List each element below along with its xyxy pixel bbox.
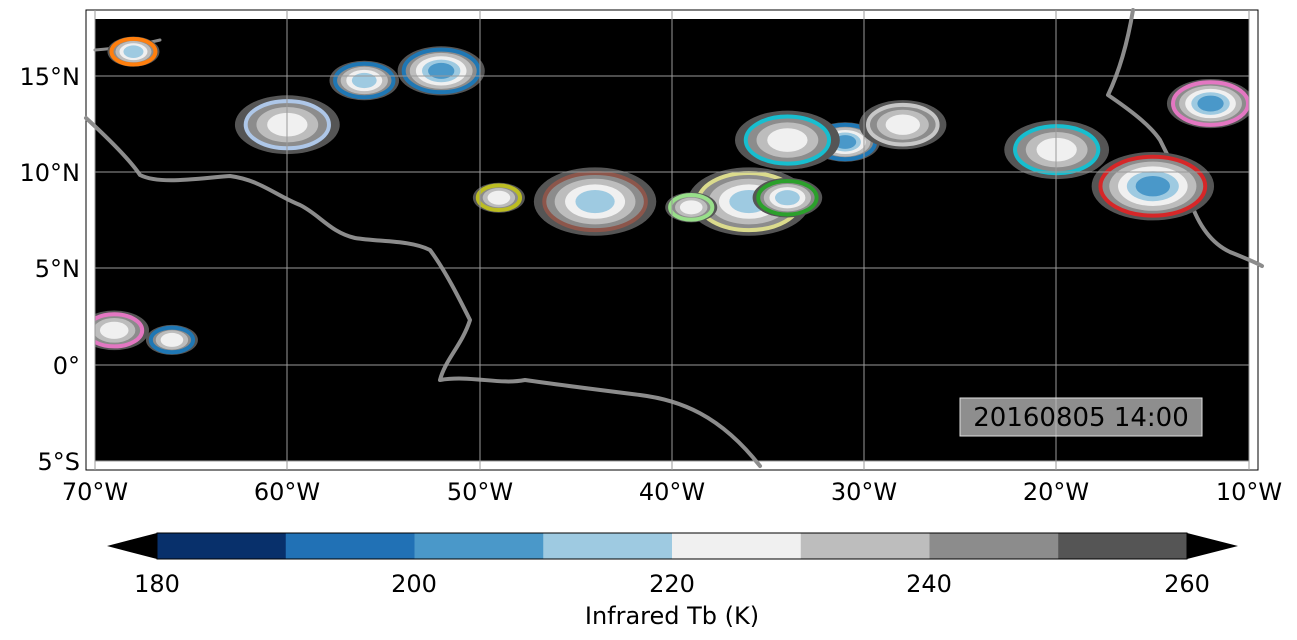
- cloud-layer: [95, 36, 1249, 355]
- cloud-contour: [1036, 137, 1077, 162]
- cloud-contour: [160, 332, 184, 347]
- cloud-contour: [351, 72, 377, 89]
- lon-tick-10w: 10°W: [1216, 478, 1282, 506]
- south-america-coastline: [84, 116, 762, 468]
- colorbar-segment: [414, 533, 544, 559]
- cloud-contour: [575, 190, 615, 214]
- cloud-contour: [1135, 175, 1171, 197]
- colorbar-segment: [672, 533, 802, 559]
- lat-tick-15n: 15°N: [20, 63, 81, 91]
- colorbar-tick-240: 240: [906, 570, 952, 598]
- lat-tick-5n: 5°N: [35, 255, 80, 283]
- lon-tick-20w: 20°W: [1023, 478, 1089, 506]
- colorbar-segment: [800, 533, 930, 559]
- cloud-system: [665, 192, 718, 223]
- colorbar-segment: [1058, 533, 1188, 559]
- colorbar-tick-220: 220: [649, 570, 695, 598]
- lon-tick-70w: 70°W: [62, 478, 128, 506]
- lat-tick-0: 0°: [53, 352, 80, 380]
- cloud-contour: [767, 128, 808, 152]
- cloud-system: [472, 182, 525, 213]
- colorbar: 180 200 220 240 260 Infrared Tb (K): [107, 532, 1238, 630]
- cloud-system: [1004, 120, 1110, 180]
- colorbar-extend-high: [1187, 533, 1238, 559]
- colorbar-label: Infrared Tb (K): [585, 602, 759, 630]
- lon-tick-50w: 50°W: [447, 478, 513, 506]
- cloud-system: [735, 110, 840, 170]
- colorbar-extend-low: [107, 533, 157, 559]
- cloud-system: [329, 60, 400, 101]
- lon-tick-40w: 40°W: [639, 478, 705, 506]
- gridlines: [94, 10, 1250, 470]
- timestamp-annotation: 20160805 14:00: [959, 397, 1203, 437]
- lat-tick-10n: 10°N: [20, 159, 81, 187]
- cloud-contour: [99, 321, 129, 339]
- lat-tick-5s: 5°S: [37, 448, 80, 476]
- cloud-system: [145, 324, 198, 355]
- cloud-system: [1091, 151, 1215, 221]
- colorbar-segment: [929, 533, 1059, 559]
- lon-tick-30w: 30°W: [831, 478, 897, 506]
- cloud-system: [533, 167, 657, 236]
- timestamp-text: 20160805 14:00: [973, 403, 1189, 433]
- colorbar-segment: [543, 533, 673, 559]
- colorbar-tick-200: 200: [391, 570, 437, 598]
- cloud-system: [1166, 78, 1249, 129]
- cloud-system: [397, 46, 485, 96]
- colorbar-tick-180: 180: [134, 570, 180, 598]
- colorbar-segment: [285, 533, 415, 559]
- cloud-contour: [123, 45, 144, 58]
- colorbar-segment: [157, 533, 287, 559]
- cloud-contour: [1197, 95, 1224, 112]
- latitude-tick-labels: 5°S 0° 5°N 10°N 15°N: [20, 63, 81, 476]
- cloud-contour: [679, 200, 703, 215]
- longitude-tick-labels: 70°W 60°W 50°W 40°W 30°W 20°W 10°W: [62, 478, 1282, 506]
- cloud-contour: [487, 190, 511, 205]
- cloud-system: [752, 177, 823, 218]
- cloud-contour: [428, 62, 455, 79]
- cloud-system: [95, 310, 150, 351]
- lon-tick-60w: 60°W: [254, 478, 320, 506]
- cloud-contour: [885, 114, 920, 135]
- cloud-contour: [775, 190, 800, 206]
- cloud-system: [107, 36, 160, 67]
- colorbar-tick-260: 260: [1164, 570, 1210, 598]
- cloud-system: [859, 100, 947, 150]
